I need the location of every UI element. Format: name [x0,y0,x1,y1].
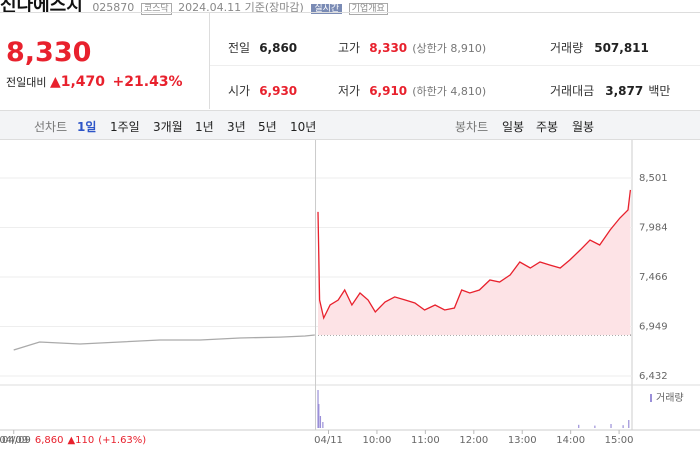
basis: 기준(장마감) [244,1,304,14]
divider [209,12,210,109]
stat-label: 시가 [228,84,251,98]
date: 2024.04.11 [178,1,242,14]
x-tick-label: 04/09 [0,435,28,446]
rate: +21.43% [112,74,183,90]
volume-bar [317,390,319,428]
price-line [317,189,632,320]
x-tick-label: 11:00 [411,435,440,446]
legend-rate: (+1.63%) [98,435,146,446]
legend-swatch [650,394,652,402]
y-tick-label: 7,984 [639,222,668,233]
stat-value: 6,930 [259,84,298,98]
tab[interactable]: 3개월 [153,120,183,134]
tab[interactable]: 월봉 [572,120,595,134]
price: 8,330 [6,37,92,68]
tab[interactable]: 주봉 [536,120,559,134]
company-button[interactable]: 기업개요 [348,3,388,15]
tab[interactable]: 5년 [258,120,277,134]
volume-bar [322,422,324,428]
stat-value: 6,860 [259,41,298,55]
x-tick-label: 13:00 [508,435,537,446]
stat-value: 8,330 [369,41,408,55]
stat-value: 507,811 [594,41,649,55]
tab[interactable]: 1년 [195,120,214,134]
y-tick-label: 8,501 [639,173,668,184]
y-tick-label: 7,466 [639,272,668,283]
tab[interactable]: 10년 [290,120,317,134]
change: ▲1,470 [49,74,106,90]
legend-date: 04/09 [2,435,31,446]
stat-value: 3,877 [605,84,644,98]
x-tick-label: 15:00 [605,435,634,446]
volume-bar [578,424,580,428]
x-tick-label: 10:00 [363,435,392,446]
volume-bar [628,420,630,428]
change-row: 전일대비 ▲1,470 +21.43% [6,74,183,90]
stock-code: 025870 [92,1,135,14]
tab[interactable]: 1일 [77,120,97,134]
volume-bar [594,425,596,428]
change-label: 전일대비 [6,76,47,89]
divider [210,65,700,66]
tab[interactable]: 일봉 [502,120,525,134]
realtime-button[interactable]: 실시간 [311,4,343,14]
tab[interactable]: 1주일 [110,120,140,134]
x-tick-label: 14:00 [556,435,585,446]
x-tick-label: 12:00 [459,435,488,446]
stat-label: 고가 [338,41,361,55]
volume-bar [622,425,624,428]
tab-group-label: 선차트 [34,120,68,134]
area [318,189,631,336]
volume-label: 거래량 [656,392,684,404]
tab-group-label: 봉차트 [455,120,489,134]
y-tick-label: 6,949 [639,322,668,333]
stat-label: 거래량 [550,41,584,55]
quote-panel [0,12,700,110]
volume-bar [319,416,322,428]
stat-label: 거래대금 [550,84,595,98]
volume-bar [610,424,612,428]
footer-legend: 04/09 6,860 ▲110 (+1.63%) [2,435,146,446]
legend-change: ▲110 [67,435,94,446]
stat-note: (상한가 8,910) [412,42,487,55]
tab[interactable]: 3년 [227,120,246,134]
stat-label: 전일 [228,41,251,55]
stat-label: 저가 [338,84,361,98]
stat-note: (하한가 4,810) [412,85,487,98]
price-line [13,334,315,351]
stat-value: 6,910 [369,84,408,98]
stat-unit: 백만 [648,84,671,98]
x-tick-label: 04/11 [314,435,343,446]
header: 신다에스지 025870 코스닥 2024.04.11 기준(장마감) 실시간 … [0,0,391,16]
market: 코스닥 [140,3,172,15]
y-tick-label: 6,432 [639,371,668,382]
tab-bar: 선차트 1일 1주일 3개월 1년 3년 5년 10년 봉차트 일봉 주봉 월봉 [0,110,700,140]
volume-bar [318,404,320,428]
legend-close: 6,860 [35,435,64,446]
